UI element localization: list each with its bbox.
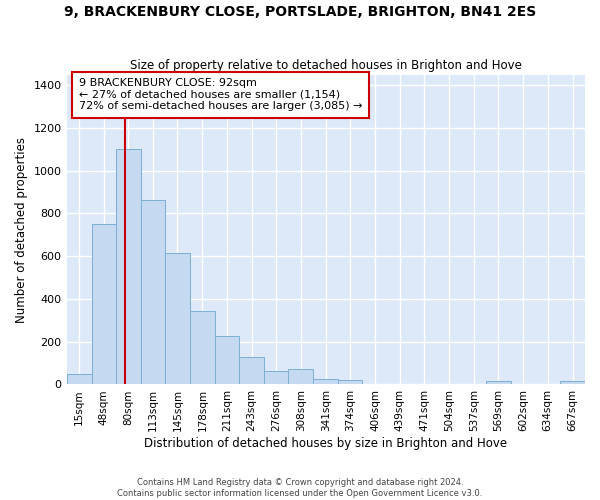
Bar xyxy=(560,382,585,384)
Text: Contains HM Land Registry data © Crown copyright and database right 2024.
Contai: Contains HM Land Registry data © Crown c… xyxy=(118,478,482,498)
Bar xyxy=(92,224,116,384)
Bar xyxy=(264,370,289,384)
Bar xyxy=(239,356,264,384)
Bar xyxy=(67,374,92,384)
Bar xyxy=(313,379,338,384)
Title: Size of property relative to detached houses in Brighton and Hove: Size of property relative to detached ho… xyxy=(130,59,522,72)
Bar xyxy=(338,380,362,384)
Bar xyxy=(165,253,190,384)
Bar xyxy=(116,150,141,384)
Bar xyxy=(215,336,239,384)
Y-axis label: Number of detached properties: Number of detached properties xyxy=(15,136,28,322)
Text: 9, BRACKENBURY CLOSE, PORTSLADE, BRIGHTON, BN41 2ES: 9, BRACKENBURY CLOSE, PORTSLADE, BRIGHTO… xyxy=(64,5,536,19)
X-axis label: Distribution of detached houses by size in Brighton and Hove: Distribution of detached houses by size … xyxy=(144,437,508,450)
Bar xyxy=(289,370,313,384)
Bar xyxy=(190,310,215,384)
Text: 9 BRACKENBURY CLOSE: 92sqm
← 27% of detached houses are smaller (1,154)
72% of s: 9 BRACKENBURY CLOSE: 92sqm ← 27% of deta… xyxy=(79,78,362,112)
Bar xyxy=(141,200,165,384)
Bar xyxy=(486,382,511,384)
